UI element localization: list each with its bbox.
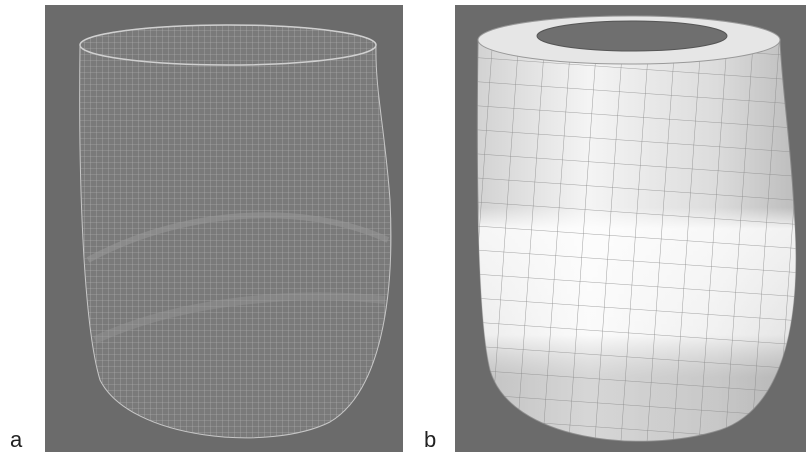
surface-mesh	[477, 16, 795, 441]
wireframe-mesh	[80, 25, 391, 438]
panel-b	[455, 5, 806, 452]
surface-opening	[537, 21, 727, 51]
figure: a b	[0, 0, 806, 454]
panel-label: a	[10, 427, 23, 452]
panel-a	[45, 5, 403, 452]
panel-label: b	[424, 427, 436, 452]
